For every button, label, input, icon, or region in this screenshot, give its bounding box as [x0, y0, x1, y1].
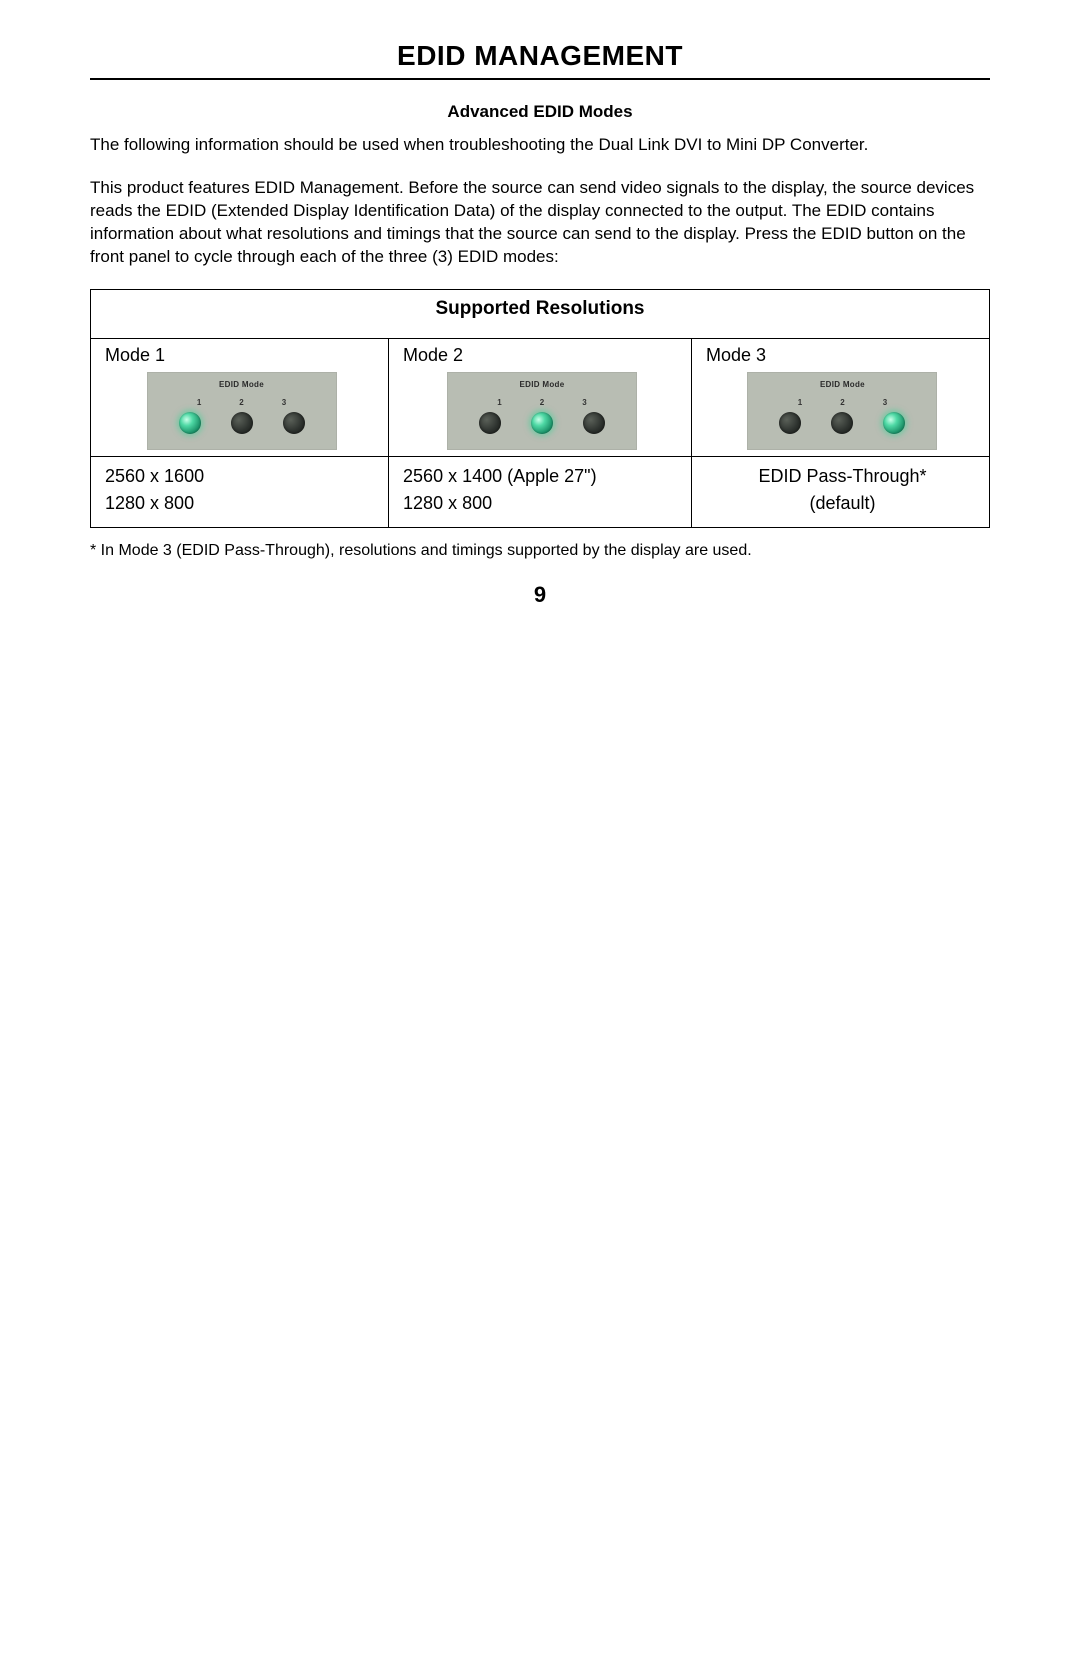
table-row: 1280 x 800 — [403, 490, 681, 517]
panel-leds — [147, 412, 337, 434]
mode1-label: Mode 1 — [105, 345, 165, 365]
table-row: 2560 x 1600 — [105, 463, 378, 490]
led-3-off-icon — [583, 412, 605, 434]
body-paragraph: This product features EDID Management. B… — [90, 177, 990, 269]
table-row: 1280 x 800 — [105, 490, 378, 517]
page-number: 9 — [90, 582, 990, 608]
panel-numbers: 1 2 3 — [747, 398, 937, 407]
led-1-off-icon — [779, 412, 801, 434]
panel-label-icon: EDID Mode — [147, 380, 337, 389]
resolutions-table: Supported Resolutions Mode 1 EDID Mode 1… — [90, 289, 990, 528]
title-rule — [90, 78, 990, 80]
table-row: 2560 x 1400 (Apple 27") — [403, 463, 681, 490]
mode2-header-cell: Mode 2 EDID Mode 1 2 3 — [389, 338, 692, 456]
intro-paragraph: The following information should be used… — [90, 134, 990, 157]
mode3-header-cell: Mode 3 EDID Mode 1 2 3 — [691, 338, 989, 456]
table-title: Supported Resolutions — [91, 289, 990, 338]
led-1-on-icon — [179, 412, 201, 434]
led-2-on-icon — [531, 412, 553, 434]
mode3-resolutions: EDID Pass-Through*(default) — [691, 456, 989, 527]
panel-numbers: 1 2 3 — [147, 398, 337, 407]
page-title: EDID MANAGEMENT — [90, 40, 990, 72]
document-page: EDID MANAGEMENT Advanced EDID Modes The … — [0, 0, 1080, 1669]
led-3-on-icon — [883, 412, 905, 434]
led-3-off-icon — [283, 412, 305, 434]
mode3-led-panel: EDID Mode 1 2 3 — [747, 372, 937, 450]
mode1-led-panel: EDID Mode 1 2 3 — [147, 372, 337, 450]
panel-label-icon: EDID Mode — [447, 380, 637, 389]
panel-numbers: 1 2 3 — [447, 398, 637, 407]
led-1-off-icon — [479, 412, 501, 434]
mode1-resolutions: 2560 x 1600 1280 x 800 — [91, 456, 389, 527]
panel-leds — [747, 412, 937, 434]
mode2-resolutions: 2560 x 1400 (Apple 27") 1280 x 800 — [389, 456, 692, 527]
mode1-header-cell: Mode 1 EDID Mode 1 2 3 — [91, 338, 389, 456]
panel-label-icon: EDID Mode — [747, 380, 937, 389]
footnote: * In Mode 3 (EDID Pass-Through), resolut… — [90, 542, 990, 560]
led-2-off-icon — [831, 412, 853, 434]
mode2-led-panel: EDID Mode 1 2 3 — [447, 372, 637, 450]
table-row: EDID Pass-Through*(default) — [706, 463, 979, 517]
mode3-label: Mode 3 — [706, 345, 766, 365]
section-subtitle: Advanced EDID Modes — [90, 102, 990, 122]
mode2-label: Mode 2 — [403, 345, 463, 365]
panel-leds — [447, 412, 637, 434]
led-2-off-icon — [231, 412, 253, 434]
